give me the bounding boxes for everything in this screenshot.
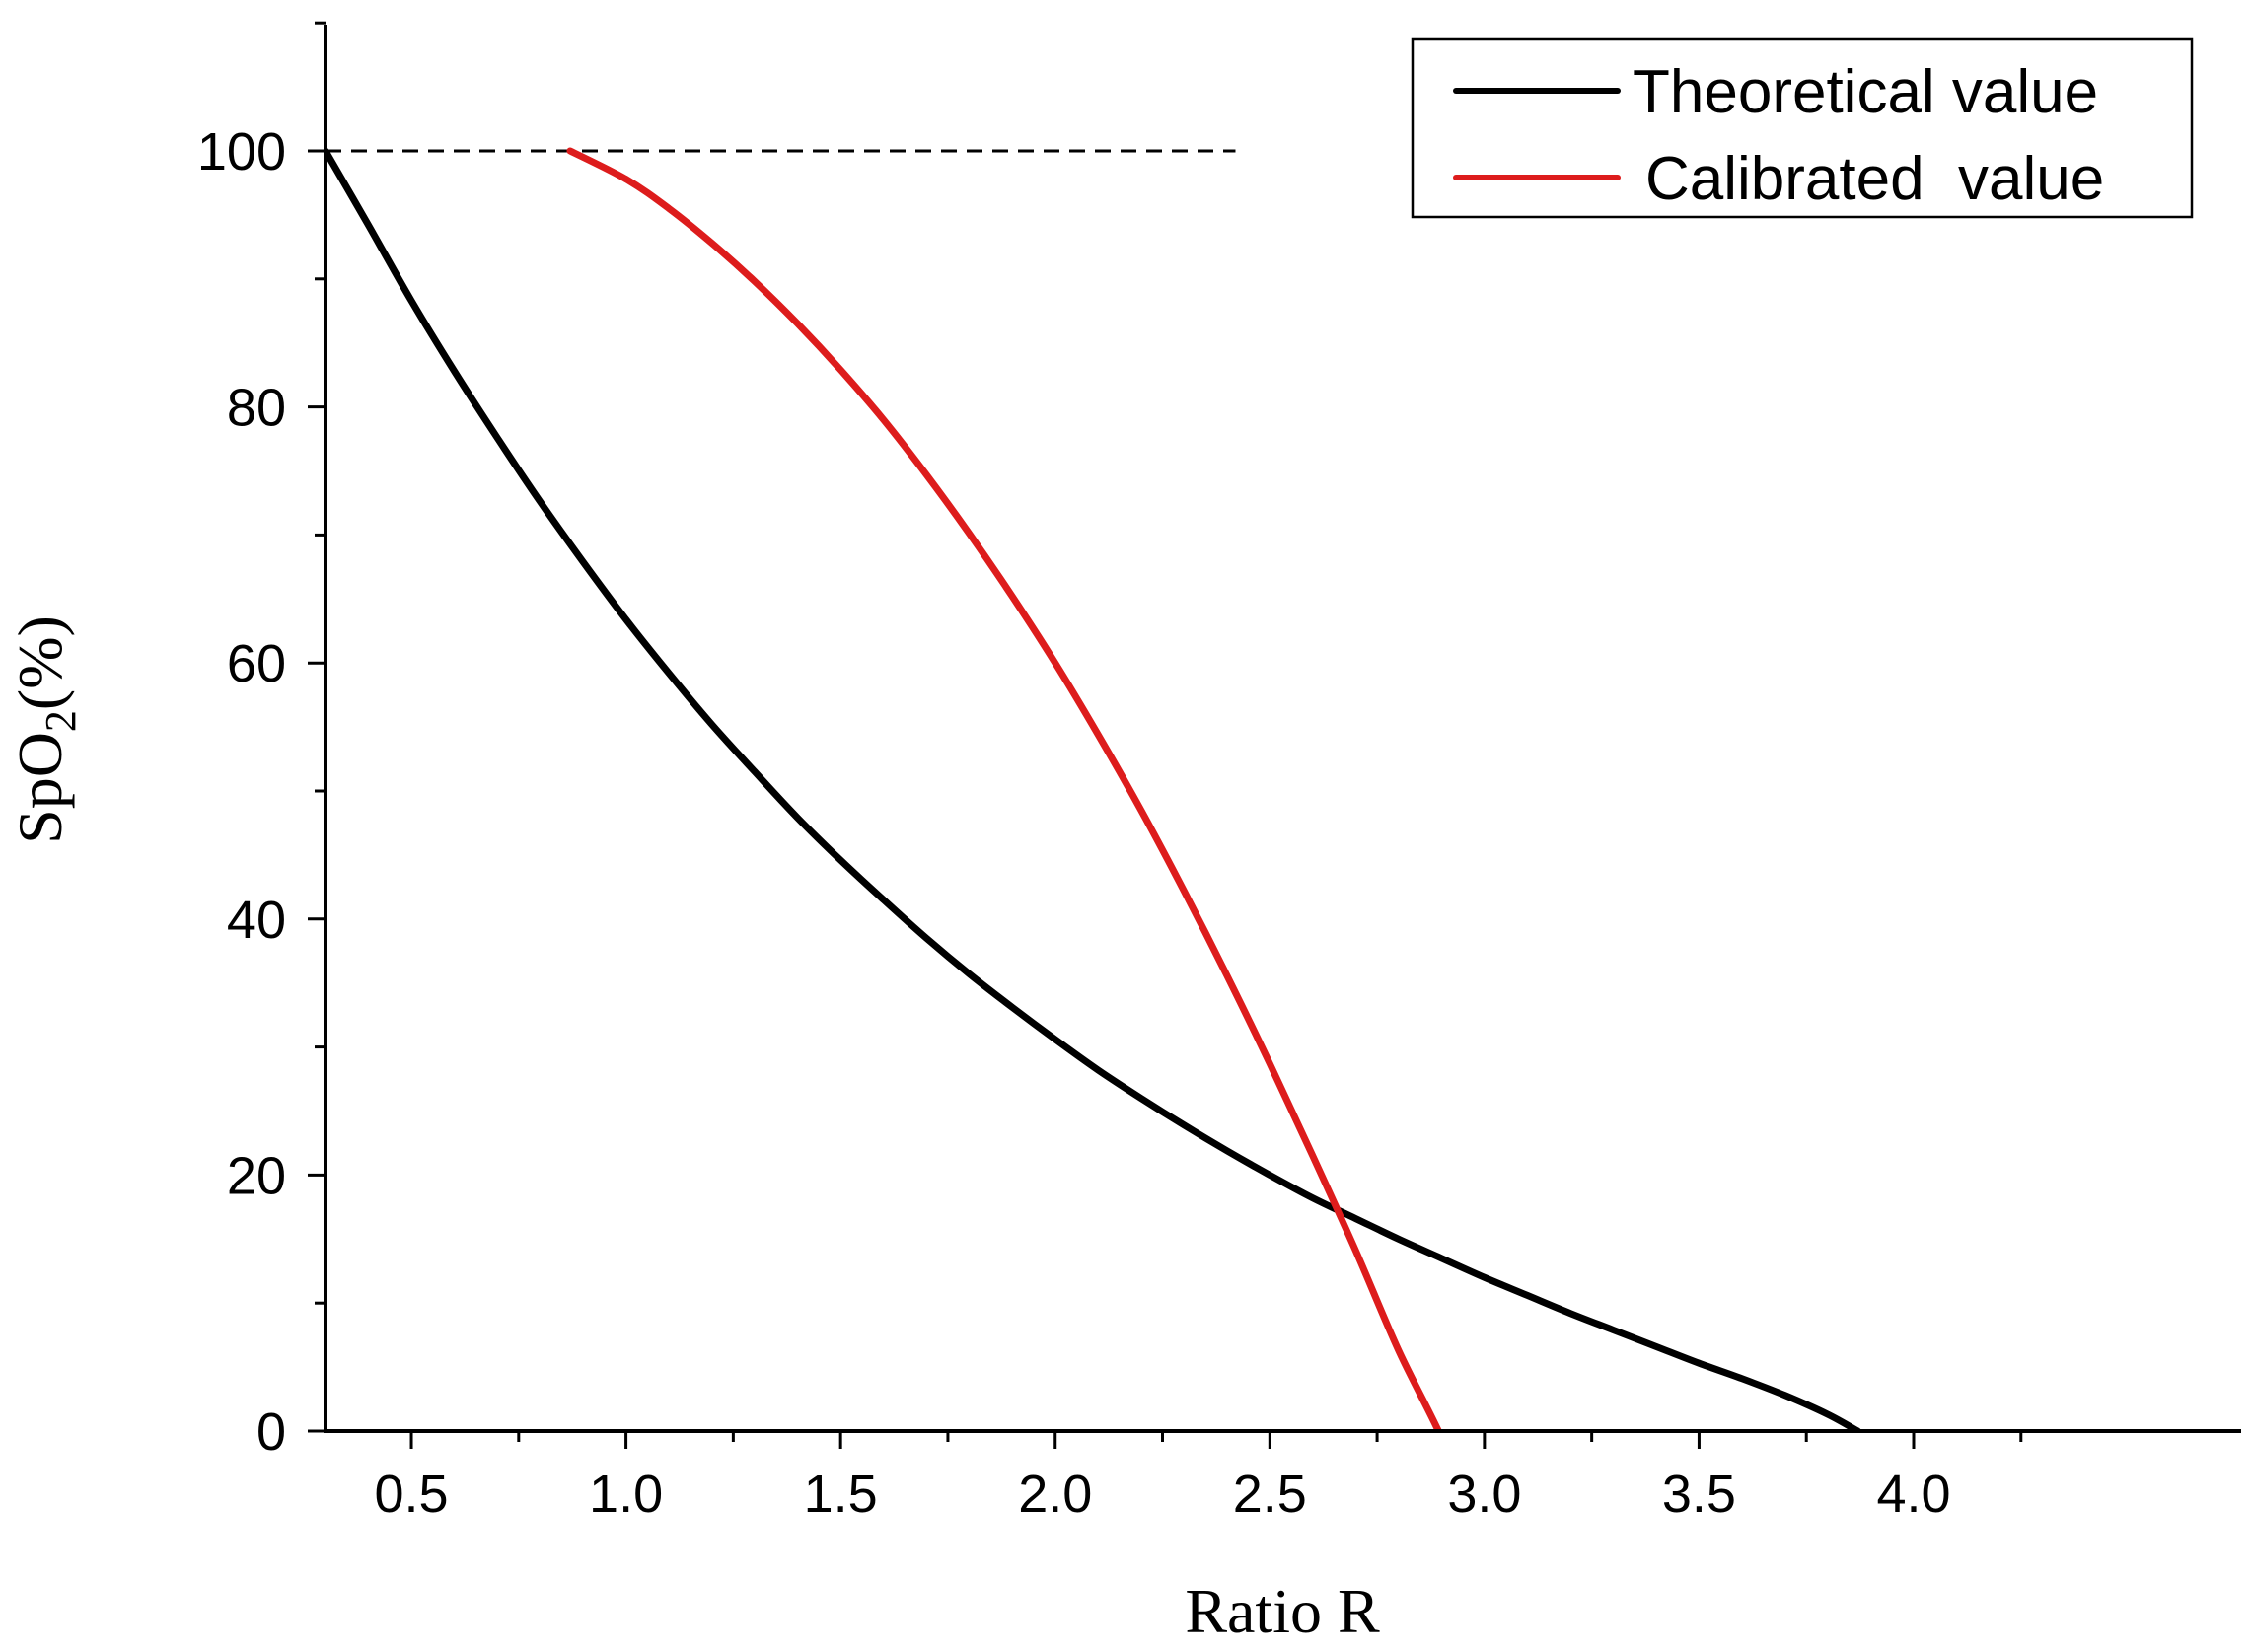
x-tick-label: 1.5 xyxy=(804,1465,878,1524)
y-axis-title-suffix: (%) xyxy=(5,615,75,710)
series-layer xyxy=(326,147,1861,1431)
x-tick-label: 4.0 xyxy=(1876,1465,1950,1524)
x-axis-title: Ratio R xyxy=(1185,1576,1380,1646)
series-calibrated-line xyxy=(566,147,1443,1431)
y-tick-label: 20 xyxy=(227,1146,286,1205)
y-axis-title-main: SpO xyxy=(5,732,75,844)
y-tick-label: 60 xyxy=(227,634,286,693)
x-tick-label: 2.5 xyxy=(1233,1465,1307,1524)
x-tick-label: 1.0 xyxy=(589,1465,663,1524)
y-tick-label: 40 xyxy=(227,891,286,950)
labels-layer: Ratio R SpO2(%) 0.5 1.0 1.5 2.0 2.5 3.0 3.5 4.0… xyxy=(5,122,1951,1646)
y-tick-label: 80 xyxy=(227,379,286,438)
x-tick-label: 2.0 xyxy=(1018,1465,1092,1524)
legend-label-calibrated: Calibrated value xyxy=(1645,145,2104,213)
axes-layer xyxy=(324,25,2241,1433)
x-tick-label: 3.5 xyxy=(1662,1465,1736,1524)
legend-label-theoretical: Theoretical value xyxy=(1633,58,2098,126)
series-theoretical-line xyxy=(326,147,1861,1431)
y-axis-title-subscript: 2 xyxy=(36,710,85,732)
x-tick-label: 0.5 xyxy=(374,1465,448,1524)
ticks-layer xyxy=(308,21,2023,1449)
y-tick-label: 0 xyxy=(256,1402,286,1462)
legend: Theoretical value Calibrated value xyxy=(1411,37,2194,219)
legend-box xyxy=(1411,37,2194,219)
y-axis-title: SpO2(%) xyxy=(5,615,85,844)
y-tick-label: 100 xyxy=(197,122,286,181)
x-tick-label: 3.0 xyxy=(1447,1465,1521,1524)
